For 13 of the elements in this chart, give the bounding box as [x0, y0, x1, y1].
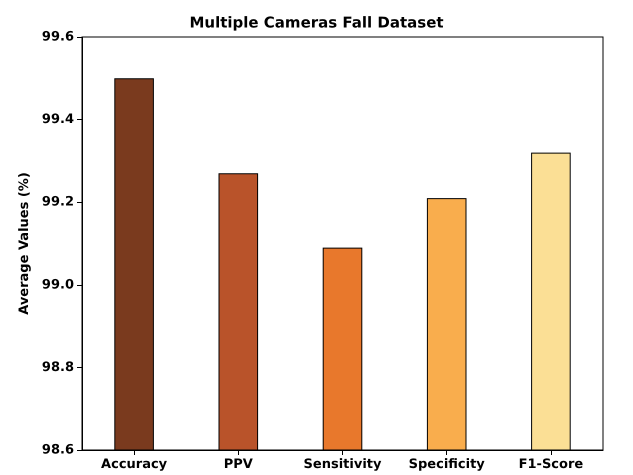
y-tick-label: 98.8: [42, 360, 74, 375]
y-tick-label: 99.6: [42, 30, 74, 44]
chart-title: Multiple Cameras Fall Dataset: [189, 14, 444, 32]
y-tick-label: 99.2: [42, 194, 74, 210]
x-tick-label: Sensitivity: [304, 457, 382, 472]
y-axis-title: Average Values (%): [17, 172, 32, 315]
y-tick-label: 99.0: [42, 277, 74, 292]
x-tick-label: PPV: [224, 457, 253, 472]
x-tick-label: Specificity: [408, 457, 486, 472]
x-tick-label: Accuracy: [101, 457, 168, 472]
y-tick-label: 99.4: [42, 112, 74, 128]
y-tick-label: 98.6: [42, 442, 74, 458]
x-tick-label: F1-Score: [518, 457, 584, 472]
